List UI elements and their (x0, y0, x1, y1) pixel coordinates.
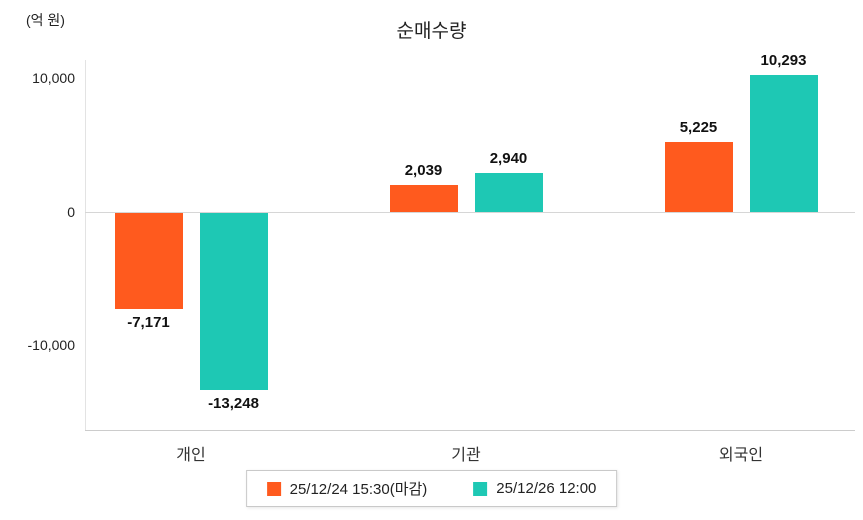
legend-swatch-series1-icon (266, 481, 281, 496)
x-category-label: 기관 (451, 447, 481, 464)
zero-gridline (85, 212, 855, 213)
x-category-label: 외국인 (718, 447, 764, 464)
y-axis-unit-label: (억 원) (26, 12, 65, 28)
bar-value-label: -13,248 (208, 394, 259, 412)
legend-label-series2: 25/12/26 12:00 (496, 480, 597, 497)
y-tick-10000: 10,000 (32, 70, 75, 86)
y-axis-line (85, 60, 86, 430)
bar-series2-cat2 (474, 172, 543, 212)
bar-series2-cat3 (749, 74, 818, 212)
y-tick-0: 0 (67, 204, 75, 220)
legend-item-series1: 25/12/24 15:30(마감) (266, 478, 428, 499)
y-tick-minus-10000: -10,000 (27, 337, 75, 353)
bar-value-label: 10,293 (760, 51, 807, 69)
chart-legend: 25/12/24 15:30(마감) 25/12/26 12:00 (245, 470, 618, 507)
bar-value-label: -7,171 (127, 313, 170, 331)
bar-value-label: 2,940 (489, 149, 528, 167)
bar-value-label: 2,039 (404, 161, 443, 179)
bar-series1-cat1 (114, 213, 183, 309)
x-category-label: 개인 (176, 447, 206, 464)
bar-series1-cat2 (389, 184, 458, 212)
legend-label-series1: 25/12/24 15:30(마감) (289, 481, 428, 498)
bar-value-label: 5,225 (679, 119, 718, 137)
legend-swatch-series2-icon (473, 481, 488, 496)
chart-title: 순매수량 (396, 21, 467, 42)
bar-series1-cat3 (664, 142, 733, 212)
x-axis-line (85, 430, 855, 431)
legend-item-series2: 25/12/26 12:00 (473, 480, 596, 497)
bar-series2-cat1 (199, 213, 268, 390)
